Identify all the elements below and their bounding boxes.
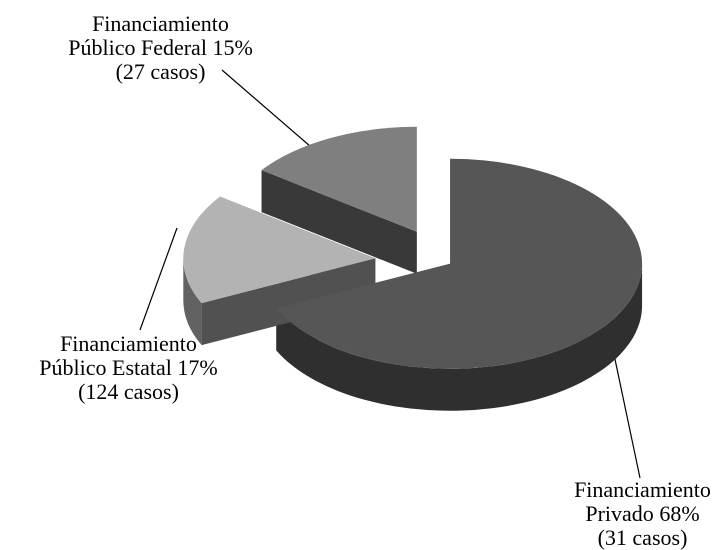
leader-line <box>221 69 319 154</box>
category-label: Financiamiento Público Estatal <box>39 331 197 380</box>
value-label: 68% <box>659 501 700 526</box>
slice <box>183 196 376 304</box>
slice-wall <box>276 263 643 411</box>
slice <box>261 126 417 232</box>
slice-label: Financiamiento Público Federal 15% (27 c… <box>58 12 263 84</box>
slice-side <box>261 170 417 274</box>
case-label: (31 casos) <box>597 525 688 550</box>
leader-line <box>611 344 641 479</box>
category-label: Financiamiento Privado <box>574 477 711 526</box>
category-label: Financiamiento Público Federal <box>68 11 229 60</box>
slice-wall <box>183 258 202 346</box>
case-label: (27 casos) <box>115 59 206 84</box>
value-label: 15% <box>212 35 253 60</box>
slice-label: Financiamiento Privado 68% (31 casos) <box>540 478 725 550</box>
slice <box>276 158 643 369</box>
slice-label: Financiamiento Público Estatal 17% (124 … <box>26 332 231 404</box>
case-label: (124 casos) <box>78 379 179 404</box>
leader-line <box>139 227 178 331</box>
value-label: 17% <box>177 355 218 380</box>
